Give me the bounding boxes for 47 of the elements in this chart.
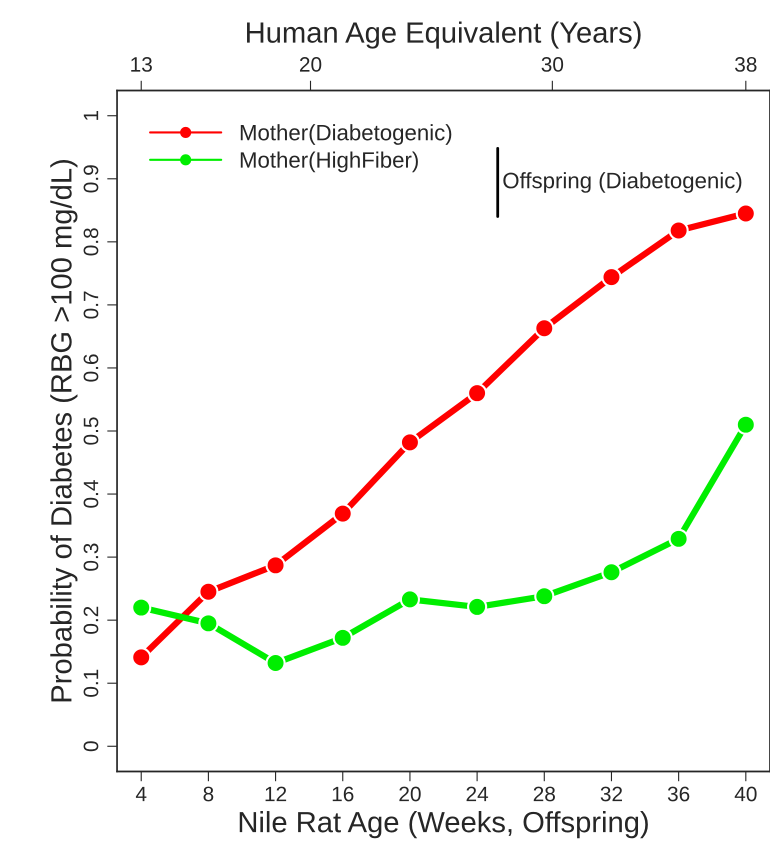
y-tick-label: 1 xyxy=(84,110,98,120)
x2-tick-label: 30 xyxy=(542,57,564,72)
y-tick-label: 0.1 xyxy=(84,670,98,697)
x2-axis-title: Human Age Equivalent (Years) xyxy=(247,21,641,49)
x-tick-label: 20 xyxy=(399,786,421,802)
point xyxy=(736,414,756,435)
point xyxy=(668,528,689,549)
y-tick-label: 0.6 xyxy=(84,354,98,382)
point xyxy=(131,647,152,668)
point xyxy=(198,582,218,602)
y-tick-label: 0 xyxy=(84,741,98,752)
x-tick-label: 24 xyxy=(466,786,488,802)
x-tick-label: 12 xyxy=(266,786,286,802)
y-tick-label: 0.7 xyxy=(84,291,98,319)
point xyxy=(332,504,353,524)
y-tick-label: 0.9 xyxy=(84,165,98,192)
point xyxy=(400,589,420,610)
y-axis-title: Probability of Diabetes (RBG >100 mg/dL) xyxy=(50,160,78,702)
x-axis-title: Nile Rat Age (Weeks, Offspring) xyxy=(240,811,648,838)
y-tick-label: 0.3 xyxy=(84,544,98,571)
point xyxy=(601,562,622,582)
point xyxy=(601,267,622,288)
point xyxy=(400,432,420,452)
x-tick-label: 28 xyxy=(534,786,555,802)
y-tick-label: 0.2 xyxy=(84,606,98,634)
y-tick-label: 0.8 xyxy=(84,228,98,256)
x-tick-label: 16 xyxy=(332,786,354,802)
point xyxy=(332,628,353,648)
y-tick-label: 0.4 xyxy=(84,480,98,508)
legend-label: Mother(HighFiber) xyxy=(240,152,418,172)
point xyxy=(534,586,554,606)
x-tick-label: 4 xyxy=(136,786,146,802)
x-tick-label: 32 xyxy=(600,786,622,802)
point xyxy=(198,613,218,634)
x-tick-label: 8 xyxy=(204,786,214,802)
x2-tick-label: 13 xyxy=(131,57,152,72)
x2-tick-label: 38 xyxy=(735,57,756,72)
point xyxy=(266,555,286,576)
annotation: Offspring (Diabetogenic) xyxy=(503,172,742,193)
point xyxy=(467,596,488,617)
x2-tick-label: 20 xyxy=(300,57,322,72)
x-tick-label: 36 xyxy=(668,786,690,802)
x-tick-label: 40 xyxy=(734,786,757,802)
point xyxy=(467,383,488,404)
point xyxy=(534,318,554,338)
y-tick-label: 0.5 xyxy=(84,417,98,445)
legend-label: Mother(Diabetogenic) xyxy=(240,124,452,145)
